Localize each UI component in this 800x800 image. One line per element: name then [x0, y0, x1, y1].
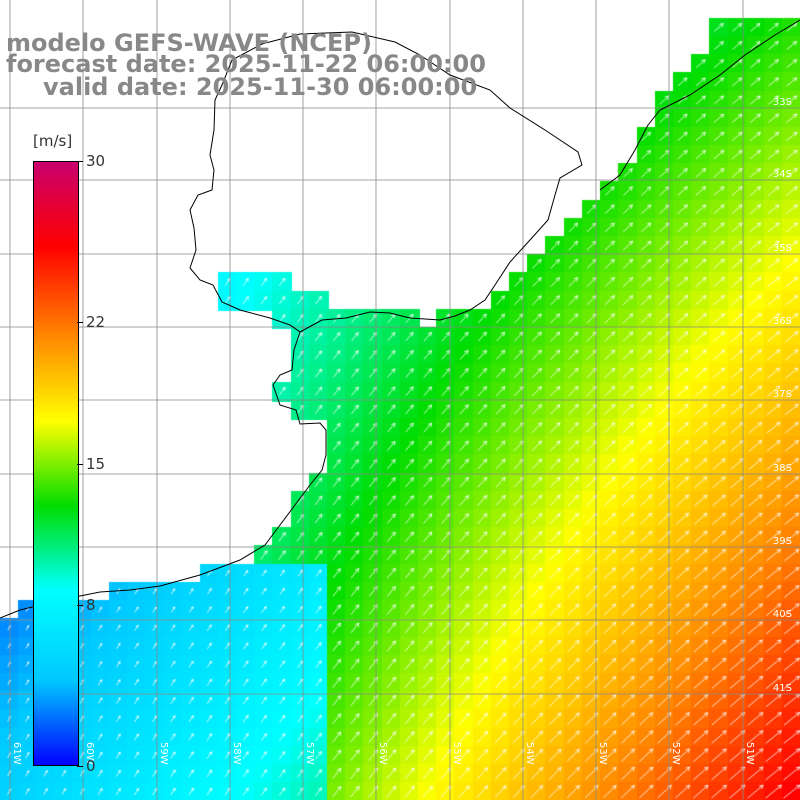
forecast-date: forecast date: 2025-11-22 06:00:00 [6, 50, 486, 78]
latitude-label: 40S [773, 609, 792, 620]
latitude-label: 36S [773, 316, 792, 327]
colorbar-label: 22 [86, 313, 106, 332]
latitude-labels: 33S 34S 35S 36S 37S 38S 39S 40S 41S [773, 97, 792, 694]
longitude-label: 60W [84, 742, 95, 765]
longitude-label: 56W [377, 742, 388, 765]
colorbar-tick [77, 604, 83, 606]
colorbar-label: 0 [86, 757, 96, 775]
longitude-label: 55W [451, 742, 462, 765]
longitude-label: 53W [597, 742, 608, 765]
colorbar-tick [77, 463, 83, 465]
longitude-labels: 61W 60W 59W 58W 57W 56W 55W 54W 53W 52W 51W [11, 742, 755, 765]
latitude-label: 39S [773, 536, 792, 547]
valid-date: valid date: 2025-11-30 06:00:00 [43, 73, 478, 101]
colorbar [33, 161, 79, 766]
latitude-label: 34S [773, 169, 792, 180]
longitude-label: 52W [670, 742, 681, 765]
colorbar-label: 30 [86, 152, 106, 170]
longitude-label: 59W [158, 742, 169, 765]
latitude-label: 41S [773, 683, 792, 694]
longitude-label: 58W [231, 742, 242, 765]
latitude-label: 38S [773, 463, 792, 474]
latitude-label: 37S [773, 389, 792, 400]
colorbar-tick [77, 161, 83, 162]
latitude-label: 35S [773, 243, 792, 254]
latitude-label: 33S [773, 97, 792, 108]
coastline [0, 19, 800, 619]
colorbar-tick [77, 766, 83, 767]
longitude-label: 51W [744, 742, 755, 765]
longitude-label: 57W [304, 742, 315, 765]
colorbar-tick [77, 322, 83, 324]
model-title: modelo GEFS-WAVE (NCEP) [6, 29, 372, 57]
colorbar-units: [m/s] [33, 132, 73, 150]
colorbar-label: 8 [86, 595, 96, 614]
longitude-label: 54W [524, 742, 535, 765]
longitude-label: 61W [11, 742, 22, 765]
colorbar-label: 15 [86, 454, 106, 473]
